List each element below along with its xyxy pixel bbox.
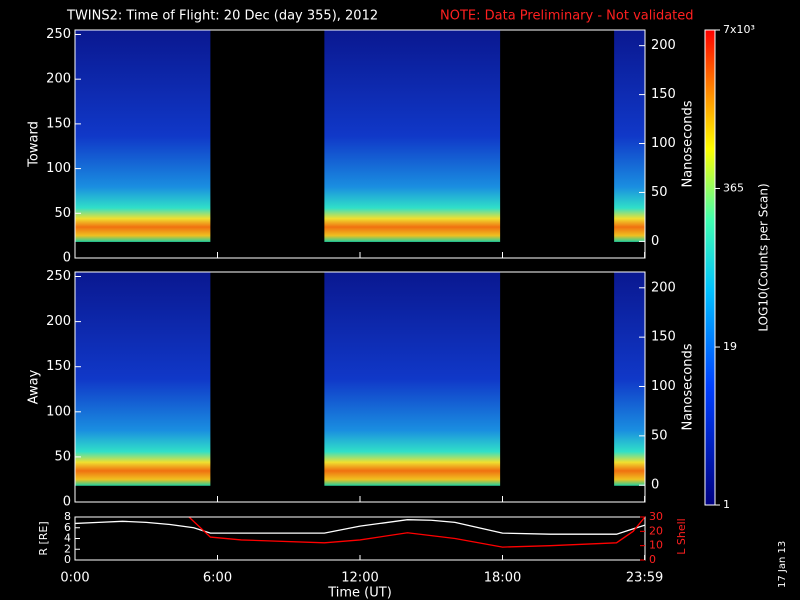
y2-tick-label: 0: [651, 478, 659, 493]
x-axis-label: Time (UT): [327, 586, 392, 600]
colorbar-tick-label: 19: [723, 340, 737, 353]
y-tick-label: 2: [64, 542, 71, 555]
y-tick-label: 8: [64, 510, 71, 523]
x-tick-label: 6:00: [203, 571, 232, 586]
y2-tick-label: 200: [651, 280, 676, 295]
y2-tick-label: 0: [649, 553, 656, 566]
y-tick-label: 50: [54, 449, 71, 464]
y2-tick-label: 50: [651, 185, 668, 200]
y-tick-label: 0: [64, 553, 71, 566]
x-tick-label: 0:00: [60, 571, 89, 586]
spectrogram-block: [614, 30, 645, 242]
note: NOTE: Data Preliminary - Not validated: [440, 9, 694, 24]
y2-axis-label: L Shell: [675, 518, 688, 554]
y-tick-label: 0: [63, 495, 71, 510]
y-tick-label: 200: [46, 314, 71, 329]
y2-tick-label: 200: [651, 38, 676, 53]
chart-title: TWINS2: Time of Flight: 20 Dec (day 355)…: [66, 9, 378, 24]
spectrogram-block: [324, 30, 501, 242]
spectrogram-block: [75, 272, 211, 486]
y2-tick-label: 10: [649, 539, 663, 552]
spectrogram-block: [75, 30, 211, 242]
x-tick-label: 12:00: [341, 571, 378, 586]
y2-tick-label: 100: [651, 136, 676, 151]
spectrogram-block: [614, 272, 645, 486]
colorbar-label: LOG10(Counts per Scan): [757, 183, 771, 331]
y-tick-label: 100: [46, 404, 71, 419]
spectrogram-block: [324, 272, 501, 486]
x-tick-label: 18:00: [484, 571, 521, 586]
y-axis-label: R [RE]: [37, 521, 50, 555]
y-tick-label: 250: [46, 269, 71, 284]
y2-tick-label: 50: [651, 428, 668, 443]
y-tick-label: 150: [46, 359, 71, 374]
colorbar-tick-label: 7x10³: [723, 23, 755, 36]
y-tick-label: 0: [63, 251, 71, 266]
y-tick-label: 100: [46, 161, 71, 176]
y-tick-label: 200: [46, 72, 71, 87]
y2-tick-label: 100: [651, 379, 676, 394]
line: [75, 519, 645, 535]
y-tick-label: 250: [46, 27, 71, 42]
y-tick-label: 6: [64, 521, 71, 534]
y-tick-label: 4: [64, 532, 71, 545]
y2-axis-label: Nanoseconds: [681, 100, 696, 187]
y2-tick-label: 0: [651, 234, 659, 249]
y2-axis-label: Nanoseconds: [681, 343, 696, 430]
y-axis-label: Toward: [27, 121, 42, 168]
x-tick-label: 23:59: [626, 571, 663, 586]
y2-tick-label: 30: [649, 510, 663, 523]
line: [188, 517, 645, 548]
y-axis-label: Away: [27, 369, 42, 404]
y2-tick-label: 150: [651, 87, 676, 102]
y-tick-label: 150: [46, 116, 71, 131]
colorbar: [704, 29, 716, 506]
y-tick-label: 50: [54, 206, 71, 221]
y2-tick-label: 20: [649, 524, 663, 537]
y2-tick-label: 150: [651, 330, 676, 345]
stamp: 17 Jan 13: [777, 541, 788, 588]
colorbar-tick-label: 365: [723, 181, 744, 194]
colorbar-tick-label: 1: [723, 498, 730, 511]
